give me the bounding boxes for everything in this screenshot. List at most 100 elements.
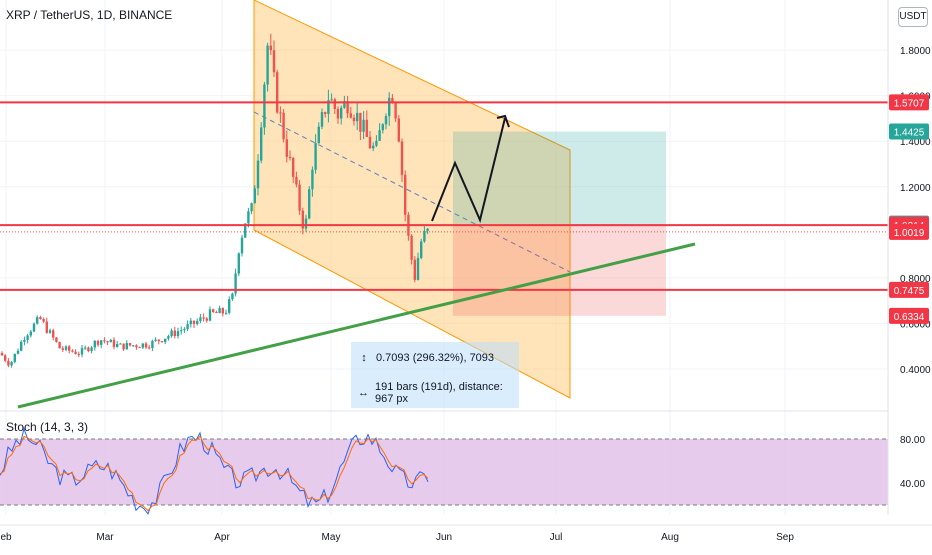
stoch-tick-label: 40.00 xyxy=(900,479,925,490)
candle-body xyxy=(106,341,109,343)
candle-body xyxy=(285,139,288,157)
position-target-zone[interactable] xyxy=(453,131,666,226)
candle-body xyxy=(397,118,400,142)
candle-body xyxy=(157,339,160,342)
candle-body xyxy=(10,361,13,366)
position-stop-zone[interactable] xyxy=(453,225,666,316)
stoch-d-line xyxy=(0,435,429,512)
candle-body xyxy=(109,339,112,343)
candle-body xyxy=(324,112,327,114)
candle-body xyxy=(29,331,32,336)
candle-body xyxy=(52,330,55,338)
candle-body xyxy=(404,174,407,215)
candle-body xyxy=(144,343,148,348)
candle-body xyxy=(58,341,61,349)
candle-body xyxy=(394,102,397,119)
measure-price-text: 0.7093 (296.32%), 7093 xyxy=(376,352,495,364)
y-tick-label: 0.8000 xyxy=(900,274,931,285)
candle-body xyxy=(333,99,336,109)
candle-body xyxy=(186,324,189,330)
stoch-band xyxy=(0,439,888,505)
candle-body xyxy=(311,169,314,190)
candle-body xyxy=(221,308,224,314)
candle-body xyxy=(164,338,167,343)
candle-body xyxy=(288,156,292,158)
candle-body xyxy=(87,347,90,352)
candle-body xyxy=(0,353,4,356)
descending-channel[interactable] xyxy=(253,0,571,399)
candle-body xyxy=(381,124,384,131)
vertical-measure-icon: ↕ xyxy=(361,352,367,364)
candle-body xyxy=(13,353,16,362)
candle-body xyxy=(308,189,311,219)
candle-body xyxy=(391,97,394,103)
candle-body xyxy=(413,259,416,280)
candle-body xyxy=(4,355,7,361)
candle-body xyxy=(84,347,87,349)
candle-body xyxy=(224,312,228,314)
candle-body xyxy=(135,345,138,348)
candle-body xyxy=(160,341,164,343)
x-tick-label: Jun xyxy=(436,532,452,543)
measure-bars-text: 191 bars (191d), distance: 967 px xyxy=(375,381,503,405)
price-label-box xyxy=(889,123,929,140)
candle-body xyxy=(388,97,391,117)
candle-body xyxy=(93,340,96,348)
candle-body xyxy=(423,230,426,242)
y-tick-label: 1.8000 xyxy=(900,46,931,57)
x-tick-label: May xyxy=(322,532,341,543)
candle-body xyxy=(138,347,141,349)
currency-button[interactable]: USDT xyxy=(898,7,928,27)
drawings xyxy=(253,0,666,399)
support-trendline[interactable] xyxy=(17,242,696,409)
candle-body xyxy=(356,112,359,122)
candle-body xyxy=(292,157,295,177)
candle-body xyxy=(20,341,23,351)
candle-body xyxy=(234,273,237,294)
candle-body xyxy=(301,210,304,229)
candle-body xyxy=(260,127,263,161)
candle-body xyxy=(183,329,186,331)
candle-body xyxy=(45,321,48,333)
symbol-title: XRP / TetherUS, 1D, BINANCE xyxy=(6,8,173,22)
candle-body xyxy=(103,340,106,342)
candle-body xyxy=(314,143,317,170)
candle-body xyxy=(39,317,42,320)
measure-tooltip: ↕ 0.7093 (296.32%), 7093 ↔ 191 bars (191… xyxy=(351,342,519,408)
candle-body xyxy=(426,228,429,231)
projection-path[interactable] xyxy=(431,117,506,224)
candle-body xyxy=(100,340,103,345)
candle-body xyxy=(256,160,260,189)
candle-body xyxy=(90,347,93,352)
candle-body xyxy=(384,116,388,125)
candle-body xyxy=(420,241,423,258)
candle-body xyxy=(167,336,170,339)
candle-body xyxy=(237,253,240,274)
x-tick-label: Jul xyxy=(550,532,563,543)
candle-body xyxy=(247,211,250,224)
candle-body xyxy=(189,320,192,325)
x-tick-label: Mar xyxy=(96,532,114,543)
candle-body xyxy=(61,348,64,350)
candle-body xyxy=(77,354,80,356)
candle-body xyxy=(26,335,29,340)
overlay-lines xyxy=(0,101,888,409)
candle-body xyxy=(295,176,298,185)
candle-body xyxy=(141,343,144,348)
candle-body xyxy=(253,188,256,204)
stoch-title: Stoch (14, 3, 3) xyxy=(6,420,89,434)
candle-body xyxy=(80,348,84,355)
candle-body xyxy=(250,203,253,212)
candle-body xyxy=(218,308,221,314)
horizontal-measure-icon: ↔ xyxy=(358,387,369,399)
axes: 1.80001.60001.40001.20000.80000.60000.40… xyxy=(0,0,932,543)
candle-body xyxy=(365,119,368,137)
candle-body xyxy=(362,119,365,132)
candle-body xyxy=(346,101,349,114)
candle-body xyxy=(327,100,330,114)
candle-body xyxy=(317,126,320,144)
y-tick-label: 1.4000 xyxy=(900,137,931,148)
price-label: 1.0019 xyxy=(894,228,925,239)
